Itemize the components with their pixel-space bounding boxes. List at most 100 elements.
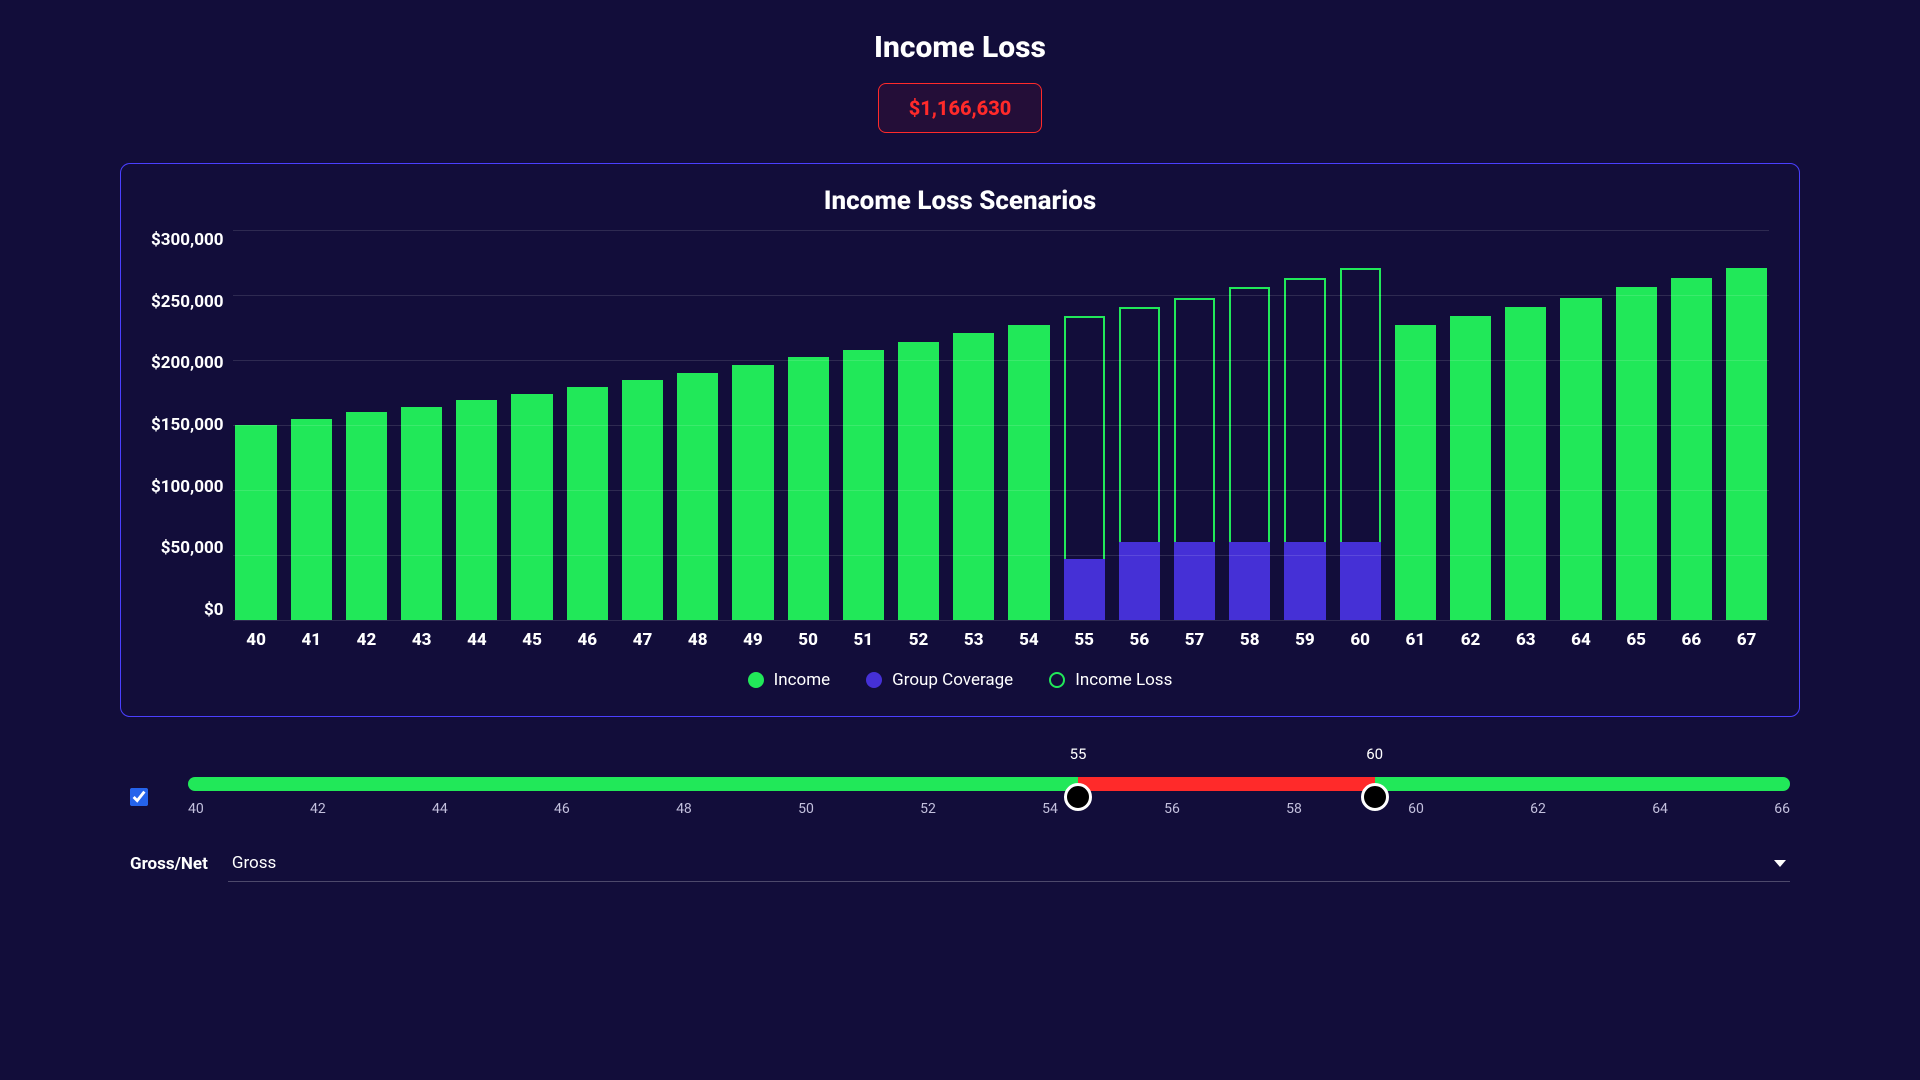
- y-tick: $0: [204, 600, 224, 620]
- chart-plot: [233, 230, 1769, 620]
- x-tick: 63: [1503, 630, 1548, 650]
- income-bar: [291, 419, 332, 621]
- income-bar: [1726, 268, 1767, 620]
- x-tick: 41: [289, 630, 334, 650]
- x-tick: 48: [675, 630, 720, 650]
- legend-swatch: [866, 672, 882, 688]
- y-axis: $300,000 $250,000 $200,000 $150,000 $100,000…: [151, 230, 233, 620]
- income-bar: [456, 400, 497, 620]
- x-tick: 57: [1172, 630, 1217, 650]
- slider-tick: 54: [1042, 801, 1058, 817]
- chart-legend: Income Group Coverage Income Loss: [151, 670, 1769, 690]
- chart-title: Income Loss Scenarios: [151, 186, 1769, 216]
- income-bar: [1008, 325, 1049, 620]
- gross-net-label: Gross/Net: [130, 854, 208, 874]
- x-tick: 53: [951, 630, 996, 650]
- income-bar: [1671, 278, 1712, 620]
- income-bar: [677, 373, 718, 620]
- x-tick: 42: [344, 630, 389, 650]
- legend-swatch: [748, 672, 764, 688]
- income-bar: [1560, 298, 1601, 620]
- x-tick: 59: [1282, 630, 1327, 650]
- income-bar: [346, 412, 387, 620]
- x-tick: 49: [730, 630, 775, 650]
- x-tick: 46: [565, 630, 610, 650]
- slider-tick: 56: [1164, 801, 1180, 817]
- x-tick: 54: [1006, 630, 1051, 650]
- x-tick: 40: [233, 630, 278, 650]
- income-bar: [732, 365, 773, 620]
- income-loss-amount: $1,166,630: [878, 83, 1043, 133]
- gridline: [233, 230, 1769, 231]
- group-coverage-bar: [1284, 542, 1325, 620]
- legend-label: Income Loss: [1075, 670, 1172, 690]
- x-tick: 62: [1448, 630, 1493, 650]
- slider-tick: 46: [554, 801, 570, 817]
- income-bar: [567, 387, 608, 620]
- slider-tick: 40: [188, 801, 204, 817]
- slider-tick: 52: [920, 801, 936, 817]
- slider-tick: 64: [1652, 801, 1668, 817]
- y-tick: $150,000: [151, 415, 223, 435]
- slider-segment-mid: [1078, 777, 1375, 791]
- y-tick: $100,000: [151, 477, 223, 497]
- x-tick: 64: [1558, 630, 1603, 650]
- slider-tick: 42: [310, 801, 326, 817]
- x-tick: 50: [786, 630, 831, 650]
- legend-item: Income Loss: [1049, 670, 1172, 690]
- slider-segment-right: [1375, 777, 1790, 791]
- x-tick: 47: [620, 630, 665, 650]
- slider-track[interactable]: [188, 777, 1790, 791]
- range-slider[interactable]: 55 60 4042444648505254565860626466: [188, 777, 1790, 817]
- x-tick: 45: [509, 630, 554, 650]
- group-coverage-bar: [1229, 542, 1270, 620]
- x-tick: 65: [1614, 630, 1659, 650]
- gridline: [233, 295, 1769, 296]
- x-tick: 55: [1062, 630, 1107, 650]
- gridline: [233, 425, 1769, 426]
- legend-item: Group Coverage: [866, 670, 1013, 690]
- x-tick: 51: [841, 630, 886, 650]
- x-tick: 56: [1117, 630, 1162, 650]
- x-axis: 4041424344454647484950515253545556575859…: [233, 620, 1769, 650]
- legend-label: Group Coverage: [892, 670, 1013, 690]
- income-bar: [235, 425, 276, 620]
- slider-tick: 66: [1774, 801, 1790, 817]
- group-coverage-bar: [1174, 542, 1215, 620]
- income-bar: [511, 394, 552, 620]
- income-bar: [898, 342, 939, 620]
- gross-net-dropdown[interactable]: Gross: [228, 845, 1790, 882]
- y-tick: $300,000: [151, 230, 223, 250]
- slider-low-label: 55: [1070, 745, 1087, 763]
- y-tick: $250,000: [151, 292, 223, 312]
- legend-item: Income: [748, 670, 831, 690]
- slider-enable-checkbox[interactable]: [130, 788, 148, 806]
- slider-handle-high[interactable]: [1361, 783, 1389, 811]
- slider-handle-low[interactable]: [1064, 783, 1092, 811]
- y-tick: $50,000: [161, 538, 224, 558]
- slider-tick: 50: [798, 801, 814, 817]
- slider-tick: 48: [676, 801, 692, 817]
- income-bar: [622, 380, 663, 621]
- x-tick: 43: [399, 630, 444, 650]
- group-coverage-bar: [1119, 542, 1160, 620]
- income-bar: [1395, 325, 1436, 620]
- x-tick: 61: [1393, 630, 1438, 650]
- income-bar: [788, 357, 829, 620]
- gridline: [233, 360, 1769, 361]
- slider-segment-left: [188, 777, 1078, 791]
- gridline: [233, 490, 1769, 491]
- chart-card: Income Loss Scenarios $300,000 $250,000 $2…: [120, 163, 1800, 717]
- x-tick: 58: [1227, 630, 1272, 650]
- gridline: [233, 620, 1769, 621]
- x-tick: 60: [1338, 630, 1383, 650]
- y-tick: $200,000: [151, 353, 223, 373]
- gridline: [233, 555, 1769, 556]
- page-title: Income Loss: [120, 30, 1800, 65]
- income-bar: [1505, 307, 1546, 620]
- income-bar: [401, 407, 442, 620]
- slider-tick: 44: [432, 801, 448, 817]
- slider-ticks: 4042444648505254565860626466: [188, 801, 1790, 817]
- x-tick: 44: [454, 630, 499, 650]
- slider-tick: 58: [1286, 801, 1302, 817]
